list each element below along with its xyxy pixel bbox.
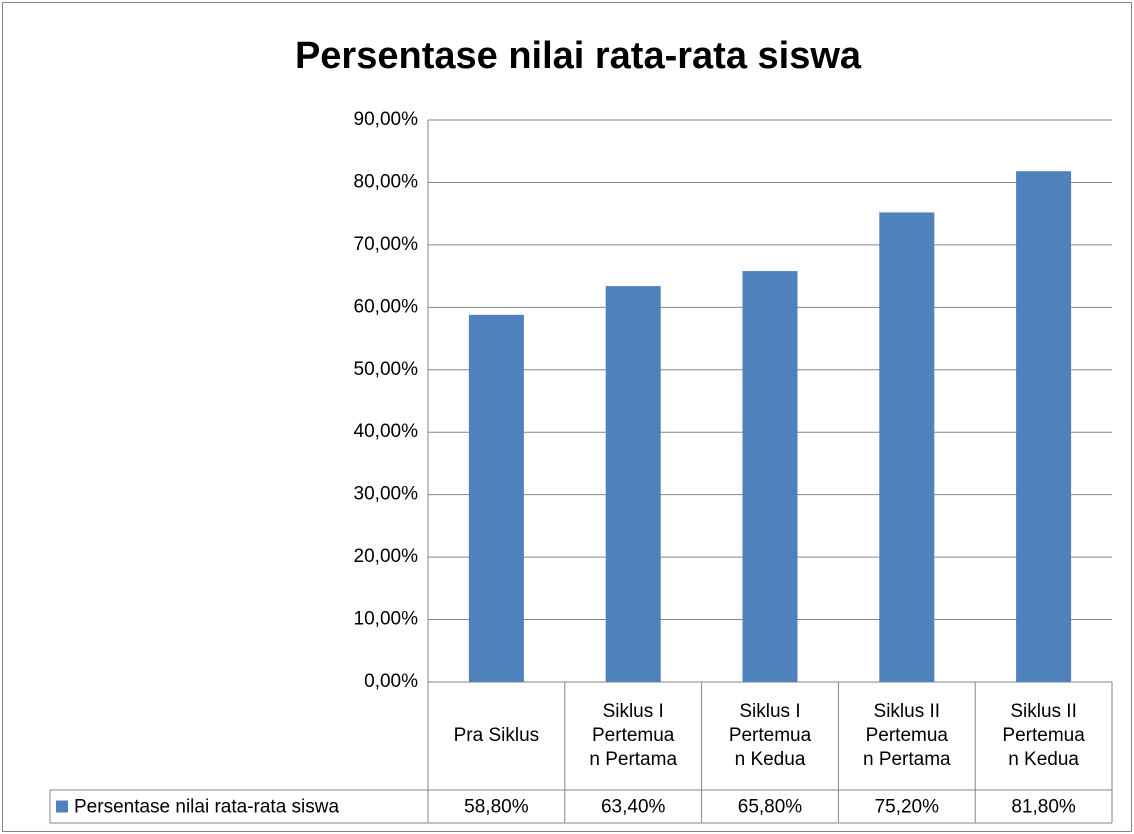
x-tick-label: Siklus I	[603, 701, 664, 722]
y-tick-label: 0,00%	[364, 671, 418, 692]
x-tick-label: n Kedua	[1008, 749, 1079, 770]
bar	[468, 314, 524, 682]
data-label: 58,80%	[464, 797, 529, 818]
y-tick-label: 20,00%	[354, 546, 419, 567]
y-tick-label: 80,00%	[354, 171, 419, 192]
y-tick-label: 50,00%	[354, 359, 419, 380]
bar	[1016, 171, 1072, 682]
x-tick-label: n Pertama	[863, 749, 951, 770]
x-tick-label: Pertemua	[866, 725, 949, 746]
bar	[605, 286, 661, 682]
data-label: 75,20%	[875, 797, 940, 818]
y-tick-label: 70,00%	[354, 234, 419, 255]
x-tick-label: Siklus II	[874, 701, 941, 722]
x-tick-label: Siklus I	[739, 701, 800, 722]
x-tick-label: Pra Siklus	[454, 725, 540, 746]
y-tick-label: 60,00%	[354, 296, 419, 317]
y-tick-label: 30,00%	[354, 484, 419, 505]
legend-swatch	[56, 800, 68, 813]
x-tick-label: Siklus II	[1010, 701, 1077, 722]
y-tick-label: 10,00%	[354, 609, 419, 630]
x-tick-label: Pertemua	[592, 725, 675, 746]
x-tick-label: n Pertama	[589, 749, 677, 770]
x-tick-label: n Kedua	[735, 749, 806, 770]
y-tick-label: 90,00%	[354, 109, 419, 130]
legend-label: Persentase nilai rata-rata siswa	[74, 797, 339, 818]
bar	[879, 212, 935, 682]
y-tick-label: 40,00%	[354, 421, 419, 442]
chart-title: Persentase nilai rata-rata siswa	[295, 35, 862, 77]
x-tick-label: Pertemua	[1002, 725, 1085, 746]
x-tick-label: Pertemua	[729, 725, 812, 746]
data-label: 63,40%	[601, 797, 666, 818]
data-label: 65,80%	[738, 797, 803, 818]
bar	[742, 271, 798, 682]
data-label: 81,80%	[1011, 797, 1076, 818]
